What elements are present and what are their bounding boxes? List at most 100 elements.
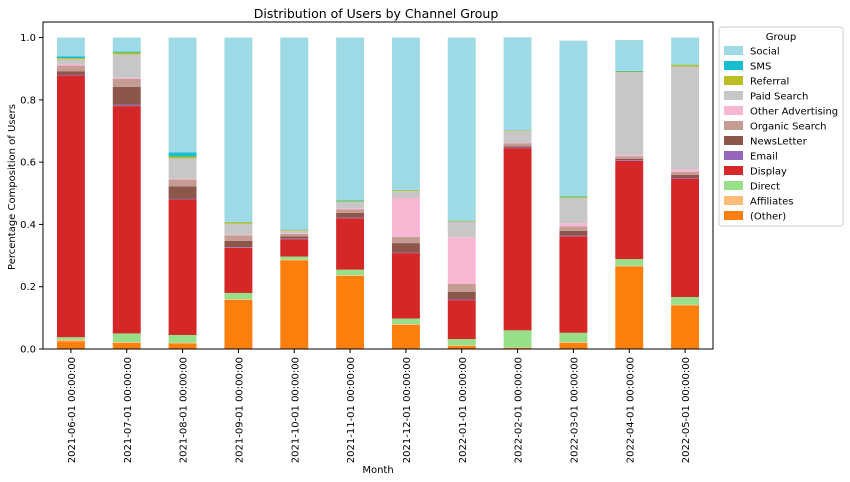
bar-segment	[56, 64, 85, 66]
legend-swatch	[724, 211, 743, 220]
x-tick-label: 2022-03-01 00:00:00	[569, 357, 580, 463]
legend-label: Other Advertising	[750, 107, 838, 118]
bar-segment	[224, 292, 253, 300]
bar-segment	[447, 300, 476, 340]
x-axis-label: Month	[362, 465, 393, 476]
bar-segment	[56, 337, 85, 340]
bar-segment	[503, 142, 532, 144]
bar-segment	[168, 152, 197, 157]
bar-segment	[615, 154, 644, 157]
bar-segment	[112, 86, 141, 105]
bar-segment	[112, 78, 141, 87]
bar-segment	[168, 37, 197, 153]
bar-segment	[336, 202, 365, 209]
bars	[56, 37, 700, 349]
y-tick-label: 0.4	[20, 220, 36, 231]
bar-segment	[503, 147, 532, 149]
bar-segment	[280, 233, 309, 237]
bar-segment	[56, 75, 85, 338]
bar-segment	[559, 197, 588, 199]
bar-segment	[168, 186, 197, 199]
bar-segment	[336, 200, 365, 202]
legend-title: Group	[766, 32, 796, 43]
bar-segment	[447, 291, 476, 300]
x-tick-label: 2021-10-01 00:00:00	[290, 357, 301, 463]
bar-segment	[615, 156, 644, 159]
x-tick-label: 2022-04-01 00:00:00	[625, 357, 636, 463]
bar-segment	[391, 191, 420, 198]
bar-segment	[447, 283, 476, 292]
y-tick-label: 1.0	[20, 33, 36, 44]
x-tick-label: 2021-07-01 00:00:00	[123, 357, 134, 463]
bar-segment	[615, 160, 644, 161]
bar-segment	[336, 212, 365, 218]
bar-segment	[559, 196, 588, 198]
legend-label: Paid Search	[750, 92, 808, 103]
x-tick-label: 2021-11-01 00:00:00	[346, 357, 357, 463]
bar-segment	[503, 143, 532, 147]
bar-segment	[112, 37, 141, 52]
bar-segment	[391, 236, 420, 244]
legend-label: Organic Search	[750, 122, 826, 133]
bar-segment	[615, 160, 644, 259]
bar-segment	[503, 130, 532, 143]
legend-swatch	[724, 136, 743, 145]
bar-segment	[559, 223, 588, 227]
bar-segment	[671, 296, 700, 305]
bar-segment	[671, 305, 700, 349]
legend-swatch	[724, 46, 743, 55]
bar-segment	[671, 178, 700, 179]
bar-segment	[168, 158, 197, 179]
legend-label: Email	[750, 152, 778, 163]
bar-segment	[336, 217, 365, 219]
bar-segment	[503, 148, 532, 331]
bar-segment	[280, 37, 309, 230]
x-tick-label: 2021-09-01 00:00:00	[234, 357, 245, 463]
bar-segment	[280, 238, 309, 240]
x-tick-label: 2021-06-01 00:00:00	[67, 357, 78, 463]
legend-label: Affiliates	[750, 197, 793, 208]
legend-label: NewsLetter	[750, 137, 808, 148]
plot-frame	[42, 21, 714, 350]
bar-segment	[112, 342, 141, 343]
legend-swatch	[724, 61, 743, 70]
x-axis-ticks: 2021-06-01 00:00:00 2021-07-01 00:00:00 20…	[67, 349, 692, 463]
legend-label: Display	[750, 167, 787, 178]
bar-segment	[391, 190, 420, 192]
bar-segment	[615, 72, 644, 155]
legend-label: Direct	[750, 182, 780, 193]
bar-segment	[447, 37, 476, 221]
y-tick-label: 0.6	[20, 158, 36, 169]
bar-segment	[391, 324, 420, 349]
bar-segment	[168, 343, 197, 349]
bar-segment	[224, 234, 253, 236]
bar-segment	[503, 330, 532, 348]
bar-segment	[447, 237, 476, 284]
chart-title: Distribution of Users by Channel Group	[254, 6, 499, 21]
bar-segment	[168, 342, 197, 344]
bar-segment	[336, 209, 365, 213]
bar-segment	[56, 37, 85, 57]
bar-segment	[503, 37, 532, 130]
bar-segment	[671, 64, 700, 67]
bar-segment	[559, 236, 588, 333]
legend-swatch	[724, 121, 743, 130]
bar-segment	[391, 252, 420, 254]
bar-segment	[168, 334, 197, 343]
bar-segment	[615, 71, 644, 73]
bar-segment	[224, 240, 253, 248]
bar-segment	[168, 198, 197, 200]
legend-swatch	[724, 166, 743, 175]
bar-segment	[168, 199, 197, 335]
bar-segment	[615, 258, 644, 266]
bar-segment	[280, 229, 309, 231]
bar-segment	[224, 223, 253, 235]
bar-segment	[224, 222, 253, 224]
bar-segment	[224, 247, 253, 293]
y-tick-label: 0.8	[20, 95, 36, 106]
bar-segment	[280, 260, 309, 349]
bar-segment	[56, 56, 85, 59]
y-tick-label: 0.0	[20, 345, 36, 356]
bar-segment	[503, 130, 532, 131]
